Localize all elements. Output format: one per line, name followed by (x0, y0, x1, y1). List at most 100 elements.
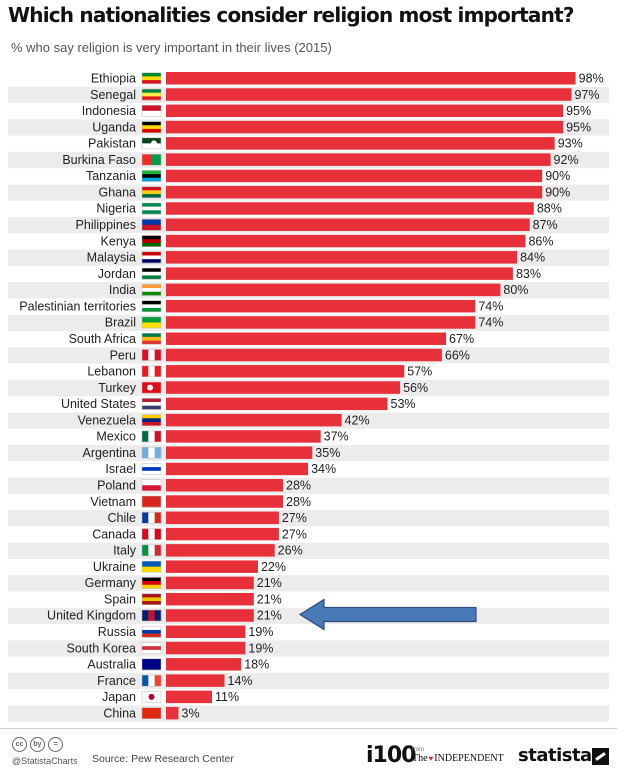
flag-icon (141, 137, 162, 150)
country-label: Burkina Faso (62, 153, 136, 167)
bar (166, 365, 405, 378)
country-label: Italy (113, 544, 137, 558)
bar (166, 120, 564, 134)
value-label: 53% (391, 397, 416, 411)
value-label: 74% (478, 316, 503, 330)
flag-icon (141, 463, 162, 475)
partner-prefix: The (412, 753, 428, 764)
value-label: 86% (528, 234, 553, 248)
flag-icon (141, 349, 162, 361)
bar (166, 104, 564, 118)
bar (166, 267, 513, 280)
value-label: 74% (478, 299, 503, 313)
bar (166, 462, 309, 476)
bar (166, 348, 442, 362)
flag-icon (141, 284, 162, 296)
flag-icon (141, 300, 162, 312)
bar (166, 430, 321, 443)
country-label: Israel (105, 462, 136, 476)
value-label: 22% (261, 560, 286, 574)
country-label: Malaysia (87, 251, 136, 265)
country-label: Philippines (76, 218, 136, 232)
country-label: United Kingdom (47, 609, 136, 623)
value-label: 37% (324, 430, 349, 444)
bar (166, 299, 476, 313)
flag-icon (141, 691, 162, 703)
flag-icon (141, 170, 162, 182)
flag-icon (141, 479, 162, 492)
bar (166, 674, 225, 687)
bar (166, 592, 254, 606)
statista-logo-icon (592, 748, 609, 765)
flag-icon (141, 414, 162, 426)
country-label: Senegal (90, 88, 136, 102)
value-label: 19% (248, 625, 273, 639)
partner-name-text: INDEPENDENT (434, 753, 504, 764)
country-label: Lebanon (87, 365, 136, 379)
value-label: 27% (282, 527, 307, 541)
partner-name: The ♥ INDEPENDENT (412, 753, 512, 764)
country-label: Canada (92, 527, 136, 541)
bar (166, 397, 388, 411)
country-label: Germany (85, 576, 137, 590)
bar (166, 185, 543, 199)
value-label: 27% (282, 511, 307, 525)
country-label: Pakistan (88, 137, 136, 151)
footer: cc by = @StatistaCharts Source: Pew Rese… (0, 728, 617, 772)
bar (166, 511, 279, 525)
row-stripe (8, 510, 609, 527)
value-label: 92% (554, 153, 579, 167)
statista-logo: statista (518, 745, 592, 766)
country-label: Peru (110, 348, 136, 362)
bar (166, 413, 342, 427)
flag-icon (141, 88, 162, 101)
country-label: Uganda (92, 120, 136, 134)
value-label: 97% (574, 88, 599, 102)
bar (166, 137, 555, 150)
bar (166, 479, 283, 492)
value-label: 14% (228, 674, 253, 688)
country-label: Ghana (98, 185, 136, 199)
flag-icon (141, 577, 162, 589)
value-label: 21% (257, 592, 282, 606)
bar (166, 576, 254, 590)
country-label: India (109, 283, 136, 297)
flag-icon (141, 153, 162, 166)
flag-icon (141, 219, 162, 231)
bar (166, 527, 279, 541)
country-label: Spain (104, 592, 136, 606)
value-label: 21% (257, 576, 282, 590)
bar (166, 495, 283, 508)
country-label: Ethiopia (91, 72, 136, 86)
country-label: Mexico (96, 430, 136, 444)
flag-icon (141, 381, 162, 394)
flag-icon (141, 72, 162, 85)
flag-icon (141, 626, 162, 638)
bar (166, 658, 242, 671)
country-label: Nigeria (96, 202, 136, 216)
flag-icon (141, 430, 162, 443)
bar (166, 218, 530, 232)
flag-icon (141, 512, 162, 524)
flag-icon (141, 495, 162, 508)
country-label: Japan (102, 690, 136, 704)
country-label: Kenya (101, 234, 136, 248)
value-label: 88% (537, 202, 562, 216)
value-label: 42% (345, 413, 370, 427)
bar (166, 690, 212, 704)
attribution-icon: by (30, 737, 45, 752)
bar (166, 153, 551, 166)
bar (166, 544, 275, 557)
value-label: 93% (558, 137, 583, 151)
bar (166, 169, 543, 183)
flag-icon (141, 528, 162, 540)
value-label: 57% (407, 365, 432, 379)
bar (166, 283, 501, 297)
value-label: 26% (278, 544, 303, 558)
value-label: 28% (286, 495, 311, 509)
statista-handle: @StatistaCharts (12, 756, 78, 766)
flag-icon (141, 332, 162, 345)
value-label: 90% (545, 169, 570, 183)
country-label: Palestinian territories (19, 299, 136, 313)
value-label: 95% (566, 120, 591, 134)
